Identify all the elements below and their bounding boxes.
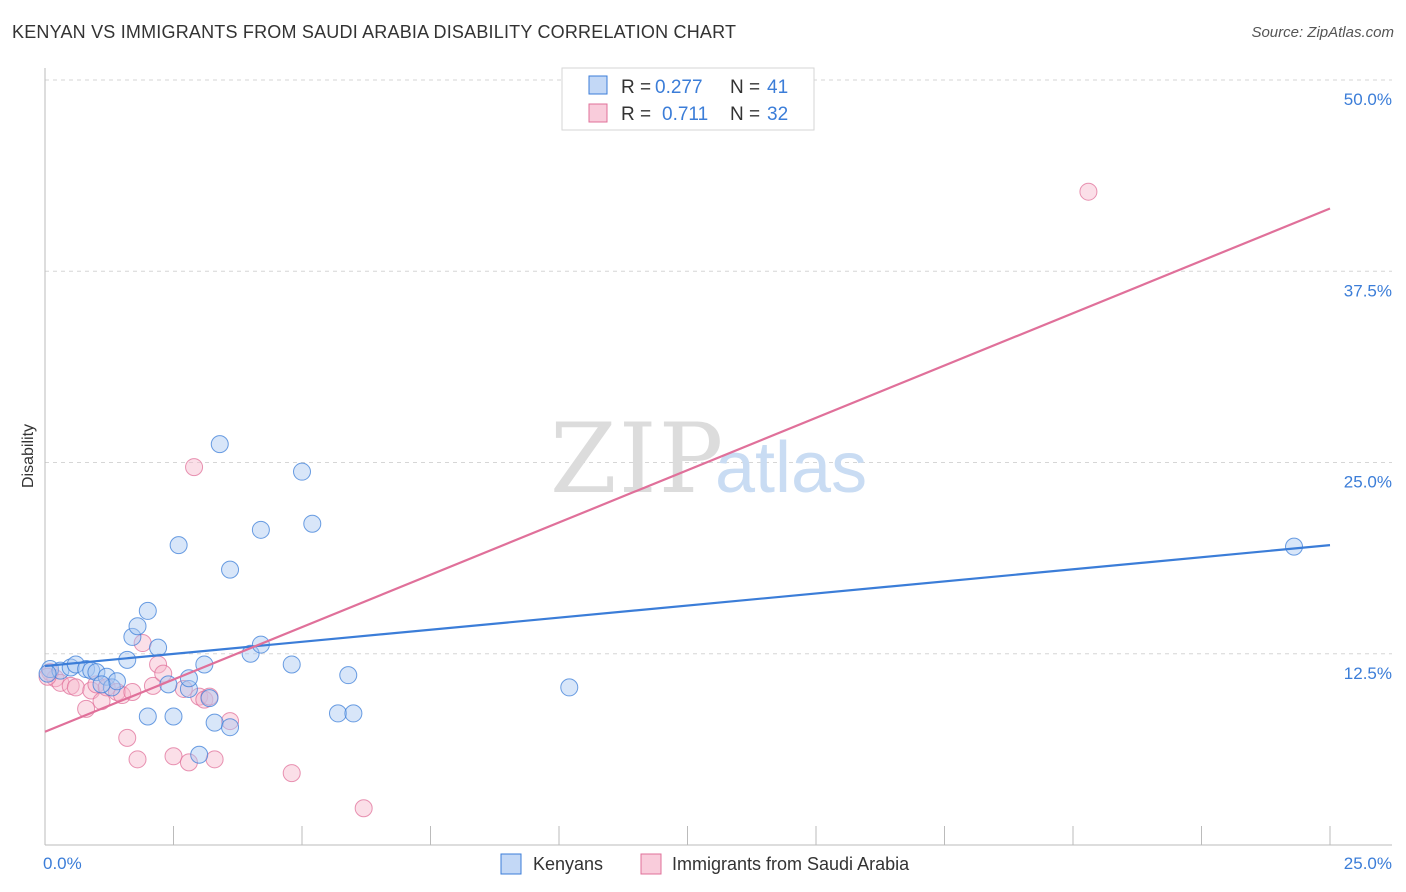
- saudi-point: [118, 728, 137, 747]
- legend-n-label-2: N =: [730, 104, 760, 125]
- saudi-point: [97, 678, 116, 697]
- saudi-point: [354, 799, 373, 818]
- watermark-atlas: atlas: [715, 428, 867, 508]
- kenyan-point: [149, 638, 168, 657]
- kenyan-point: [92, 675, 111, 694]
- x-tick-label: 25.0%: [1344, 854, 1392, 873]
- legend-swatch-saudi: [588, 103, 608, 123]
- bottom-legend-swatch-kenyans: [500, 853, 522, 875]
- watermark-zip: ZIP: [550, 403, 725, 515]
- grid-lines: [45, 79, 1392, 655]
- saudi-point: [164, 747, 183, 766]
- kenyan-point: [339, 666, 358, 685]
- saudi-point: [179, 753, 198, 772]
- kenyan-point: [138, 707, 157, 726]
- kenyan-point: [190, 745, 209, 764]
- y-tick-label: 12.5%: [1344, 664, 1392, 683]
- saudi-point: [128, 750, 147, 769]
- kenyan-point: [251, 520, 270, 539]
- watermark: ZIP atlas: [550, 403, 867, 515]
- saudi-trend-line: [44, 207, 1331, 733]
- axes: 12.5% 25.0% 37.5% 50.0% 0.0% 25.0%: [43, 68, 1392, 873]
- kenyan-point: [282, 655, 301, 674]
- saudi-point: [154, 664, 173, 683]
- kenyan-point: [107, 672, 126, 691]
- saudi-point: [205, 750, 224, 769]
- bottom-legend: Kenyans Immigrants from Saudi Arabia: [500, 853, 910, 875]
- legend-r-label-1: R =: [621, 77, 651, 98]
- saudi-point: [282, 764, 301, 783]
- legend-n-value-2: 32: [767, 104, 788, 125]
- y-tick-label: 25.0%: [1344, 473, 1392, 492]
- trend-lines: [44, 207, 1331, 733]
- legend-r-label-2: R =: [621, 104, 651, 125]
- kenyan-trend-line: [44, 544, 1331, 668]
- legend-box: R = 0.277 N = 41 R = 0.711 N = 32: [561, 67, 815, 131]
- kenyan-point: [221, 718, 240, 737]
- saudi-point: [185, 458, 204, 477]
- kenyan-point: [169, 536, 188, 555]
- kenyan-point: [123, 627, 142, 646]
- kenyan-point: [38, 664, 57, 683]
- legend-r-value-2: 0.711: [662, 104, 708, 125]
- kenyan-point: [221, 560, 240, 579]
- legend-r-value-1: 0.277: [655, 77, 703, 98]
- bottom-legend-saudi: Immigrants from Saudi Arabia: [672, 854, 910, 874]
- chart-title: KENYAN VS IMMIGRANTS FROM SAUDI ARABIA D…: [12, 22, 737, 42]
- kenyan-point: [179, 679, 198, 698]
- kenyan-point: [128, 617, 147, 636]
- chart-source: Source: ZipAtlas.com: [1251, 24, 1394, 41]
- legend-n-label-1: N =: [730, 77, 760, 98]
- y-axis-label: Disability: [20, 424, 37, 488]
- kenyan-point: [205, 713, 224, 732]
- y-tick-label: 37.5%: [1344, 281, 1392, 300]
- kenyan-point: [560, 678, 579, 697]
- kenyan-point: [344, 704, 363, 723]
- legend-swatch-kenyans: [588, 75, 608, 95]
- kenyan-point: [200, 689, 219, 708]
- saudi-point: [1079, 182, 1098, 201]
- kenyan-point: [102, 678, 121, 697]
- data-points: [38, 182, 1304, 818]
- bottom-legend-kenyans: Kenyans: [533, 854, 603, 874]
- kenyan-point: [328, 704, 347, 723]
- kenyan-point: [1285, 537, 1304, 556]
- kenyan-point: [164, 707, 183, 726]
- x-tick-label: 0.0%: [43, 854, 82, 873]
- saudi-point: [66, 678, 85, 697]
- legend-n-value-1: 41: [767, 77, 788, 98]
- bottom-legend-swatch-saudi: [640, 853, 662, 875]
- saudi-point: [221, 712, 240, 731]
- y-tick-label: 50.0%: [1344, 90, 1392, 109]
- saudi-point: [87, 675, 106, 694]
- kenyan-point: [210, 435, 229, 454]
- kenyan-point: [303, 514, 322, 533]
- kenyan-point: [138, 601, 157, 620]
- kenyan-point: [293, 462, 311, 481]
